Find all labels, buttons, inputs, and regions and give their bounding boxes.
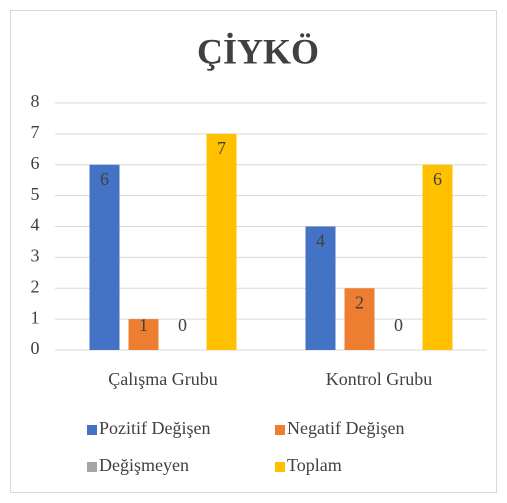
data-label: 4: [316, 231, 325, 251]
chart-title: ÇİYKÖ: [197, 31, 319, 71]
bar: [305, 226, 336, 350]
data-label: 2: [355, 292, 364, 312]
y-tick-label: 1: [31, 307, 40, 327]
bar: [344, 288, 375, 350]
data-label: 6: [433, 169, 442, 189]
data-label: 6: [100, 169, 109, 189]
y-tick-label: 4: [31, 215, 40, 235]
legend-swatch: [87, 425, 97, 435]
legend-swatch: [275, 462, 285, 472]
data-label: 1: [139, 315, 148, 335]
data-label: 0: [394, 315, 403, 335]
x-tick-label: Çalışma Grubu: [108, 369, 218, 389]
data-label: 0: [178, 315, 187, 335]
legend-label: Pozitif Değişen: [99, 418, 210, 438]
y-tick-label: 8: [31, 91, 40, 111]
y-tick-label: 2: [31, 276, 40, 296]
y-tick-label: 5: [31, 184, 40, 204]
y-tick-label: 3: [31, 246, 40, 266]
data-label: 7: [217, 138, 226, 158]
legend-label: Değişmeyen: [99, 455, 189, 475]
y-tick-label: 0: [31, 338, 40, 358]
x-tick-label: Kontrol Grubu: [326, 369, 433, 389]
bar: [89, 164, 120, 350]
legend-swatch: [87, 462, 97, 472]
bar: [128, 319, 159, 350]
bar: [422, 164, 453, 350]
legend-swatch: [275, 425, 285, 435]
bar: [206, 133, 237, 350]
y-tick-label: 7: [31, 122, 40, 142]
legend-label: Negatif Değişen: [287, 418, 404, 438]
y-tick-label: 6: [31, 153, 40, 173]
legend-label: Toplam: [287, 455, 342, 475]
